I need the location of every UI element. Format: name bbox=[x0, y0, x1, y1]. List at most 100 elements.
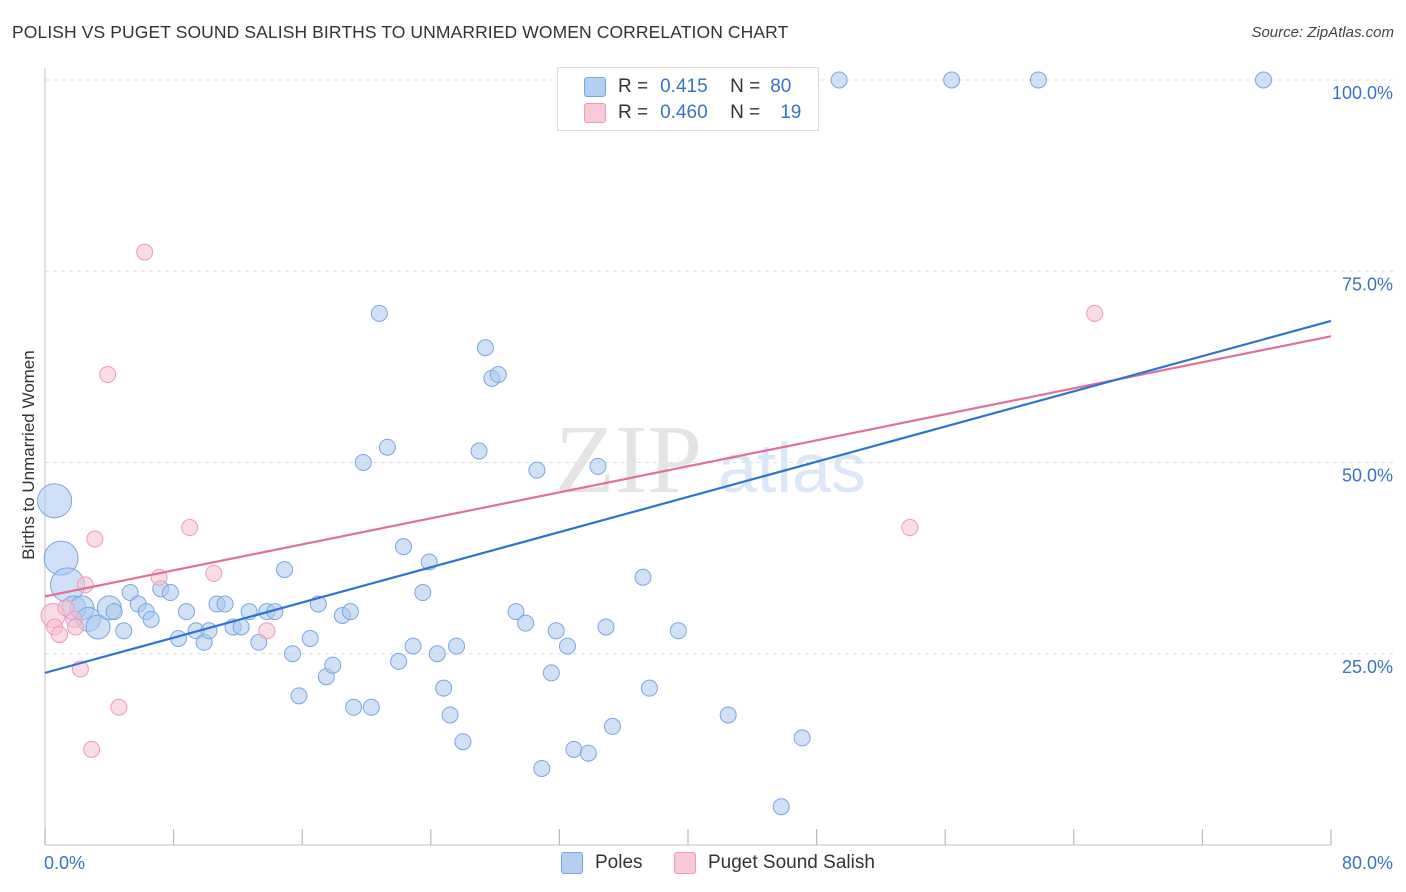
point-poles bbox=[489, 366, 507, 384]
legend-n-label: N = bbox=[730, 102, 761, 123]
point-salish bbox=[99, 366, 117, 384]
point-poles bbox=[830, 71, 848, 89]
point-salish bbox=[136, 243, 154, 261]
point-salish bbox=[67, 618, 85, 636]
point-poles bbox=[476, 339, 494, 357]
point-poles bbox=[404, 637, 422, 655]
legend-swatch-salish bbox=[584, 103, 606, 123]
point-poles bbox=[200, 622, 218, 640]
point-salish bbox=[258, 622, 276, 640]
point-poles bbox=[428, 645, 446, 663]
legend-n-value-salish: 19 bbox=[780, 102, 802, 123]
point-poles bbox=[669, 622, 687, 640]
series-salish bbox=[40, 243, 1104, 758]
point-poles bbox=[161, 584, 179, 602]
trend-line-salish bbox=[44, 335, 1332, 598]
point-poles bbox=[216, 595, 234, 613]
point-poles bbox=[589, 457, 607, 475]
legend-swatch-poles bbox=[584, 77, 606, 97]
y-tick-label: 100.0% bbox=[1332, 83, 1393, 103]
point-poles bbox=[105, 603, 123, 621]
point-poles bbox=[547, 622, 565, 640]
point-poles bbox=[579, 744, 597, 762]
point-poles bbox=[177, 603, 195, 621]
point-poles bbox=[1254, 71, 1272, 89]
point-poles bbox=[517, 614, 535, 632]
point-poles bbox=[362, 698, 380, 716]
point-salish bbox=[1086, 304, 1104, 322]
point-poles bbox=[470, 442, 488, 460]
bottom-legend-poles: Poles bbox=[561, 852, 643, 874]
point-salish bbox=[181, 519, 199, 537]
y-axis-label: Births to Unmarried Women bbox=[19, 350, 38, 559]
x-tick-label: 80.0% bbox=[1342, 853, 1393, 873]
point-poles bbox=[597, 618, 615, 636]
point-poles bbox=[603, 717, 621, 735]
point-poles bbox=[378, 438, 396, 456]
point-poles bbox=[793, 729, 811, 747]
point-poles bbox=[528, 461, 546, 479]
point-poles bbox=[558, 637, 576, 655]
point-salish bbox=[205, 564, 223, 582]
point-poles bbox=[634, 568, 652, 586]
y-tick-label: 50.0% bbox=[1342, 466, 1393, 486]
bottom-legend-label-salish: Puget Sound Salish bbox=[708, 852, 875, 873]
y-tick-label: 25.0% bbox=[1342, 657, 1393, 677]
point-salish bbox=[901, 519, 919, 537]
point-poles bbox=[772, 798, 790, 816]
point-poles bbox=[533, 760, 551, 777]
point-poles bbox=[276, 561, 294, 579]
grid-lines bbox=[45, 79, 1395, 655]
bottom-legend-salish: Puget Sound Salish bbox=[674, 852, 875, 874]
point-salish bbox=[110, 698, 128, 716]
point-poles bbox=[565, 740, 583, 758]
series-poles bbox=[37, 71, 1272, 816]
legend-r-label: R = bbox=[618, 102, 649, 123]
point-poles bbox=[290, 687, 308, 705]
point-poles bbox=[640, 679, 658, 697]
point-poles bbox=[719, 706, 737, 724]
point-poles bbox=[454, 733, 472, 751]
legend-n-label: N = bbox=[730, 76, 761, 97]
chart-title: POLISH VS PUGET SOUND SALISH BIRTHS TO U… bbox=[12, 22, 789, 42]
point-poles bbox=[394, 538, 412, 556]
trend-line-poles bbox=[44, 319, 1332, 674]
watermark-zip: ZIP bbox=[555, 406, 702, 514]
point-poles bbox=[507, 603, 525, 621]
point-poles bbox=[448, 637, 466, 655]
point-poles bbox=[435, 679, 453, 697]
point-poles bbox=[943, 71, 961, 89]
legend-row-poles: R = 0.415 N = 80 bbox=[584, 74, 791, 100]
chart-source: Source: ZipAtlas.com bbox=[1251, 24, 1394, 41]
point-poles bbox=[414, 584, 432, 602]
point-poles bbox=[115, 622, 133, 640]
bottom-legend-label-poles: Poles bbox=[595, 852, 643, 873]
point-poles bbox=[301, 629, 319, 647]
point-salish bbox=[83, 740, 101, 758]
point-poles bbox=[390, 652, 408, 670]
point-poles bbox=[370, 304, 388, 322]
legend-n-value-poles: 80 bbox=[770, 76, 792, 97]
legend-r-label: R = bbox=[618, 76, 649, 97]
point-poles bbox=[341, 603, 359, 621]
bottom-legend-swatch-salish bbox=[674, 852, 696, 874]
point-poles bbox=[441, 706, 459, 724]
point-poles bbox=[37, 483, 73, 519]
point-salish bbox=[86, 530, 104, 548]
legend-row-salish: R = 0.460 N = 19 bbox=[584, 100, 801, 126]
legend-r-value-salish: 0.460 bbox=[660, 102, 708, 123]
legend: R = 0.415 N = 80 R = 0.460 N = 19 bbox=[557, 67, 819, 131]
point-poles bbox=[284, 645, 302, 663]
legend-r-value-poles: 0.415 bbox=[660, 76, 708, 97]
axes bbox=[44, 68, 1332, 846]
point-poles bbox=[85, 614, 111, 640]
point-poles bbox=[1029, 71, 1047, 89]
y-tick-label: 75.0% bbox=[1342, 274, 1393, 294]
tick-labels: 25.0% 50.0% 75.0% 100.0% 0.0% 80.0% bbox=[44, 83, 1393, 873]
point-poles bbox=[345, 698, 363, 716]
point-poles bbox=[142, 610, 160, 628]
trend-lines bbox=[44, 319, 1332, 674]
point-salish bbox=[50, 626, 68, 644]
point-poles bbox=[324, 656, 342, 674]
